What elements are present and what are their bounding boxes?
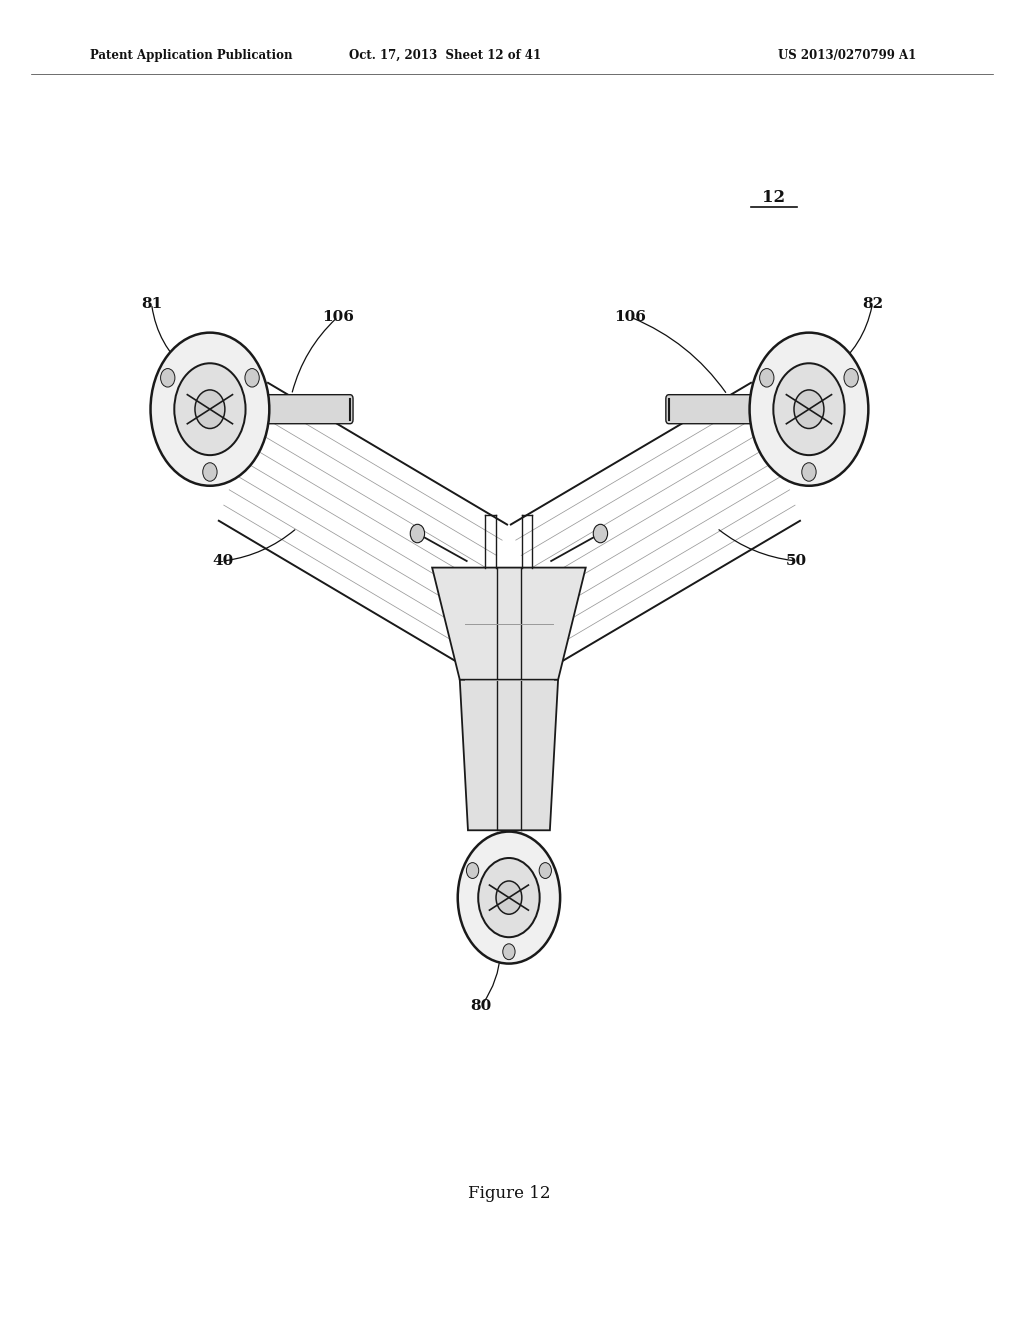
FancyBboxPatch shape: [250, 395, 353, 424]
Circle shape: [802, 463, 816, 482]
Text: 80: 80: [471, 999, 492, 1012]
Circle shape: [151, 333, 269, 486]
Text: 40: 40: [213, 554, 233, 568]
Text: 12: 12: [762, 190, 784, 206]
Circle shape: [593, 524, 607, 543]
Circle shape: [503, 944, 515, 960]
Text: 81: 81: [141, 297, 162, 310]
Circle shape: [458, 832, 560, 964]
Circle shape: [750, 333, 868, 486]
FancyBboxPatch shape: [666, 395, 769, 424]
Circle shape: [760, 368, 774, 387]
Circle shape: [466, 863, 478, 879]
Circle shape: [844, 368, 858, 387]
Text: 106: 106: [322, 310, 354, 323]
Circle shape: [540, 863, 552, 879]
Circle shape: [773, 363, 845, 455]
Text: US 2013/0270799 A1: US 2013/0270799 A1: [778, 49, 916, 62]
Polygon shape: [460, 680, 558, 830]
Circle shape: [195, 389, 225, 429]
Text: Oct. 17, 2013  Sheet 12 of 41: Oct. 17, 2013 Sheet 12 of 41: [349, 49, 542, 62]
Circle shape: [411, 524, 425, 543]
Circle shape: [478, 858, 540, 937]
Circle shape: [794, 389, 824, 429]
Text: 82: 82: [862, 297, 883, 310]
Circle shape: [245, 368, 259, 387]
Text: 50: 50: [786, 554, 807, 568]
Polygon shape: [432, 568, 586, 680]
Circle shape: [174, 363, 246, 455]
Text: Patent Application Publication: Patent Application Publication: [90, 49, 293, 62]
Circle shape: [161, 368, 175, 387]
Text: 106: 106: [613, 310, 646, 323]
Text: Figure 12: Figure 12: [468, 1185, 550, 1201]
Circle shape: [496, 880, 522, 915]
Circle shape: [203, 463, 217, 482]
